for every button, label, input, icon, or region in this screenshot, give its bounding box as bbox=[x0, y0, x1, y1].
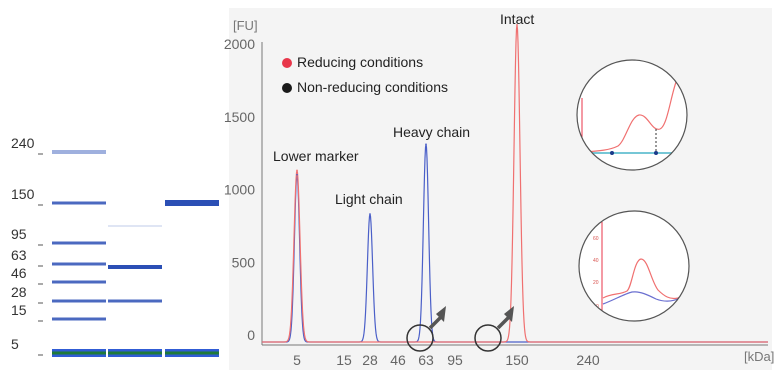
plot-background bbox=[229, 8, 772, 370]
gel-background bbox=[50, 140, 220, 362]
inset-marker bbox=[610, 151, 614, 155]
gel-band bbox=[52, 150, 106, 154]
peak-point-red bbox=[516, 24, 518, 26]
x-ticks: 5 15 28 46 63 95 150 240 bbox=[293, 352, 600, 368]
gel-band bbox=[52, 201, 106, 205]
inset-background bbox=[577, 60, 687, 170]
series-group bbox=[262, 24, 768, 343]
gel-size-label: 15 bbox=[11, 302, 27, 318]
x-axis-label: [kDa] bbox=[744, 349, 774, 364]
peak-point-red bbox=[296, 169, 298, 172]
x-tick-label: 5 bbox=[293, 352, 301, 368]
gel-ladder-labels: 240 150 95 63 46 28 15 5 bbox=[11, 135, 43, 356]
x-tick-label: 28 bbox=[362, 352, 378, 368]
y-ticks: 0 500 1000 1500 2000 bbox=[224, 36, 255, 343]
gel-band-lower-marker bbox=[108, 351, 162, 355]
gel-panel: 240 150 95 63 46 28 15 5 bbox=[11, 135, 220, 362]
gel-band bbox=[108, 265, 162, 269]
callout-arrow-head bbox=[504, 306, 514, 322]
inset-border bbox=[576, 59, 688, 171]
svg-text:40: 40 bbox=[593, 258, 599, 264]
peak-point-blue bbox=[425, 143, 427, 145]
inset-marker bbox=[654, 151, 658, 155]
x-tick-label: 63 bbox=[418, 352, 434, 368]
x-tick-label: 15 bbox=[336, 352, 352, 368]
inset-zoom-bottom: 60 40 20 0 bbox=[578, 210, 690, 322]
inset-zoom-top bbox=[576, 59, 688, 171]
x-tick-label: 95 bbox=[447, 352, 463, 368]
y-tick-label: 500 bbox=[232, 254, 256, 270]
y-tick-label: 1500 bbox=[224, 109, 255, 125]
gel-size-label: 150 bbox=[11, 186, 35, 202]
callout-circle bbox=[406, 324, 434, 352]
callout-arrow-head bbox=[436, 306, 446, 322]
legend-marker-non-reducing bbox=[282, 83, 292, 93]
x-tick-label: 150 bbox=[505, 352, 529, 368]
x-tick-label: 240 bbox=[576, 352, 600, 368]
annotation-lower-marker: Lower marker bbox=[273, 148, 359, 164]
legend-marker-reducing bbox=[282, 58, 292, 68]
annotation-intact: Intact bbox=[500, 11, 534, 27]
electropherogram-panel: [FU] [kDa] 0 500 1000 1500 2000 5 15 28 46 63 95 1… bbox=[224, 8, 774, 370]
zoom-callout-2 bbox=[474, 306, 514, 352]
gel-bands bbox=[52, 150, 219, 357]
gel-size-label: 95 bbox=[11, 226, 27, 242]
gel-size-label: 46 bbox=[11, 265, 27, 281]
gel-size-label: 28 bbox=[11, 284, 27, 300]
gel-band bbox=[108, 225, 162, 227]
peak-point-blue bbox=[369, 213, 371, 215]
x-tick-label: 46 bbox=[390, 352, 406, 368]
zoom-callout-1 bbox=[406, 306, 446, 352]
gel-band bbox=[52, 299, 106, 303]
svg-text:20: 20 bbox=[593, 280, 599, 286]
callout-circle bbox=[474, 324, 502, 352]
gel-band bbox=[52, 280, 106, 284]
gel-size-label: 240 bbox=[11, 135, 35, 151]
annotation-heavy-chain: Heavy chain bbox=[393, 124, 470, 140]
y-tick-label: 0 bbox=[247, 327, 255, 343]
y-axis-label: [FU] bbox=[233, 18, 258, 33]
y-tick-label: 1000 bbox=[224, 182, 255, 198]
inset-border bbox=[578, 210, 690, 322]
legend-label-reducing: Reducing conditions bbox=[297, 54, 423, 70]
annotation-light-chain: Light chain bbox=[335, 191, 403, 207]
series-line-red bbox=[262, 24, 768, 343]
peak-point-blue bbox=[296, 173, 298, 176]
gel-band bbox=[108, 299, 162, 303]
gel-band bbox=[52, 317, 106, 321]
gel-band bbox=[52, 241, 106, 245]
gel-band bbox=[165, 200, 219, 206]
y-tick-label: 2000 bbox=[224, 36, 255, 52]
legend: Reducing conditions Non-reducing conditi… bbox=[282, 54, 448, 95]
gel-size-label: 63 bbox=[11, 247, 27, 263]
legend-label-non-reducing: Non-reducing conditions bbox=[297, 79, 448, 95]
gel-size-label: 5 bbox=[11, 336, 19, 352]
svg-text:60: 60 bbox=[593, 236, 599, 242]
gel-band-lower-marker bbox=[165, 351, 219, 355]
gel-band-lower-marker bbox=[52, 351, 106, 355]
gel-band bbox=[52, 262, 106, 266]
